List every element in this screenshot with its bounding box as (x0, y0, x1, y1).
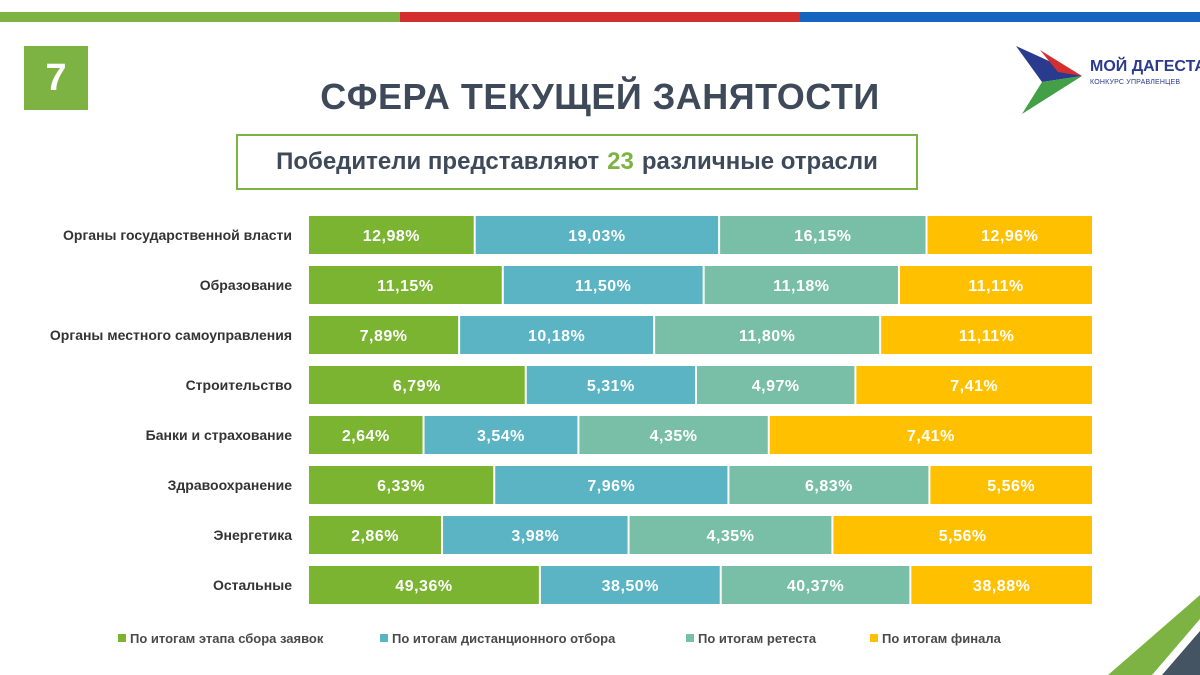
bar-segment (526, 366, 696, 404)
bar-segment (495, 466, 728, 504)
subtitle-before: Победители представляют (276, 148, 600, 175)
data-label: 11,50% (575, 278, 631, 295)
slide-number: 7 (24, 46, 88, 110)
category-label: Банки и страхование (146, 427, 293, 443)
top-stripe-green (0, 12, 400, 22)
data-label: 11,80% (739, 328, 795, 345)
bar-segment (540, 566, 720, 604)
logo-mark-icon (1016, 46, 1082, 114)
legend-label: По итогам этапа сбора заявок (130, 631, 324, 646)
bar-segment (769, 416, 1092, 454)
data-label: 4,97% (752, 378, 800, 395)
bar-segment (309, 566, 539, 604)
page-title: СФЕРА ТЕКУЩЕЙ ЗАНЯТОСТИ (320, 76, 880, 117)
bar-segment (629, 516, 832, 554)
bar-segment (655, 316, 880, 354)
bar-segment (927, 216, 1092, 254)
bar-segment (856, 366, 1092, 404)
category-label: Органы государственной власти (63, 227, 292, 243)
bar-segment (443, 516, 628, 554)
data-label: 12,96% (981, 228, 1038, 245)
corner-decoration (1108, 595, 1200, 675)
bar-segment (930, 466, 1092, 504)
logo: МОЙ ДАГЕСТАН КОНКУРС УПРАВЛЕНЦЕВ (1012, 42, 1200, 116)
category-label: Энергетика (214, 527, 293, 543)
data-label: 10,18% (528, 328, 585, 345)
subtitle-after: различные отрасли (641, 148, 878, 175)
data-label: 2,64% (342, 428, 390, 445)
data-label: 11,11% (968, 278, 1024, 295)
data-label: 7,96% (587, 478, 635, 495)
category-label: Органы местного самоуправления (50, 327, 292, 343)
category-label: Остальные (213, 577, 292, 593)
bar-segment (704, 266, 898, 304)
data-label: 12,98% (363, 228, 420, 245)
category-label: Строительство (186, 377, 292, 393)
data-label: 2,86% (351, 528, 399, 545)
category-label: Здравоохранение (168, 477, 293, 493)
subtitle-number: 23 (607, 148, 634, 175)
bar-segment (579, 416, 768, 454)
bar-segment (697, 366, 855, 404)
bar-segment (309, 416, 423, 454)
data-label: 40,37% (787, 578, 844, 595)
data-label: 5,56% (939, 528, 987, 545)
bar-segment (720, 216, 926, 254)
data-label: 7,89% (360, 328, 408, 345)
data-label: 4,35% (707, 528, 755, 545)
bar-segment (721, 566, 910, 604)
data-label: 11,15% (377, 278, 433, 295)
legend-label: По итогам дистанционного отбора (392, 631, 616, 646)
legend-swatch (686, 634, 694, 642)
top-stripe-red (400, 12, 800, 22)
subtitle-box: Победители представляют 23 различные отр… (236, 134, 918, 190)
bar-segment (899, 266, 1092, 304)
data-label: 49,36% (395, 578, 452, 595)
legend-swatch (380, 634, 388, 642)
bar-segment (309, 366, 525, 404)
bar-segment (503, 266, 703, 304)
bar-segment (911, 566, 1092, 604)
data-label: 5,31% (587, 378, 635, 395)
data-label: 19,03% (568, 228, 625, 245)
data-label: 6,83% (805, 478, 853, 495)
logo-subtitle: КОНКУРС УПРАВЛЕНЦЕВ (1090, 79, 1181, 86)
data-label: 3,54% (477, 428, 525, 445)
bar-segment (833, 516, 1092, 554)
data-label: 6,79% (393, 378, 441, 395)
data-label: 38,50% (602, 578, 659, 595)
top-stripe-blue (800, 12, 1200, 22)
bar-segment (309, 316, 459, 354)
logo-title: МОЙ ДАГЕСТАН (1090, 58, 1200, 75)
bar-segment (881, 316, 1092, 354)
bar-segment (309, 516, 442, 554)
bar-segment (424, 416, 578, 454)
data-label: 7,41% (950, 378, 998, 395)
data-label: 7,41% (907, 428, 955, 445)
bar-segment (475, 216, 719, 254)
bar-segment (309, 266, 502, 304)
data-label: 4,35% (650, 428, 698, 445)
legend-label: По итогам ретеста (698, 631, 817, 646)
data-label: 38,88% (973, 578, 1030, 595)
data-label: 11,18% (773, 278, 829, 295)
legend-swatch (870, 634, 878, 642)
bar-segment (309, 216, 474, 254)
legend-swatch (118, 634, 126, 642)
bar-segment (460, 316, 654, 354)
bar-segment (729, 466, 929, 504)
bar-segment (309, 466, 494, 504)
data-label: 16,15% (794, 228, 851, 245)
data-label: 6,33% (377, 478, 425, 495)
category-label: Образование (200, 277, 292, 293)
data-label: 3,98% (511, 528, 559, 545)
data-label: 11,11% (959, 328, 1015, 345)
data-label: 5,56% (987, 478, 1035, 495)
legend-label: По итогам финала (882, 631, 1002, 646)
